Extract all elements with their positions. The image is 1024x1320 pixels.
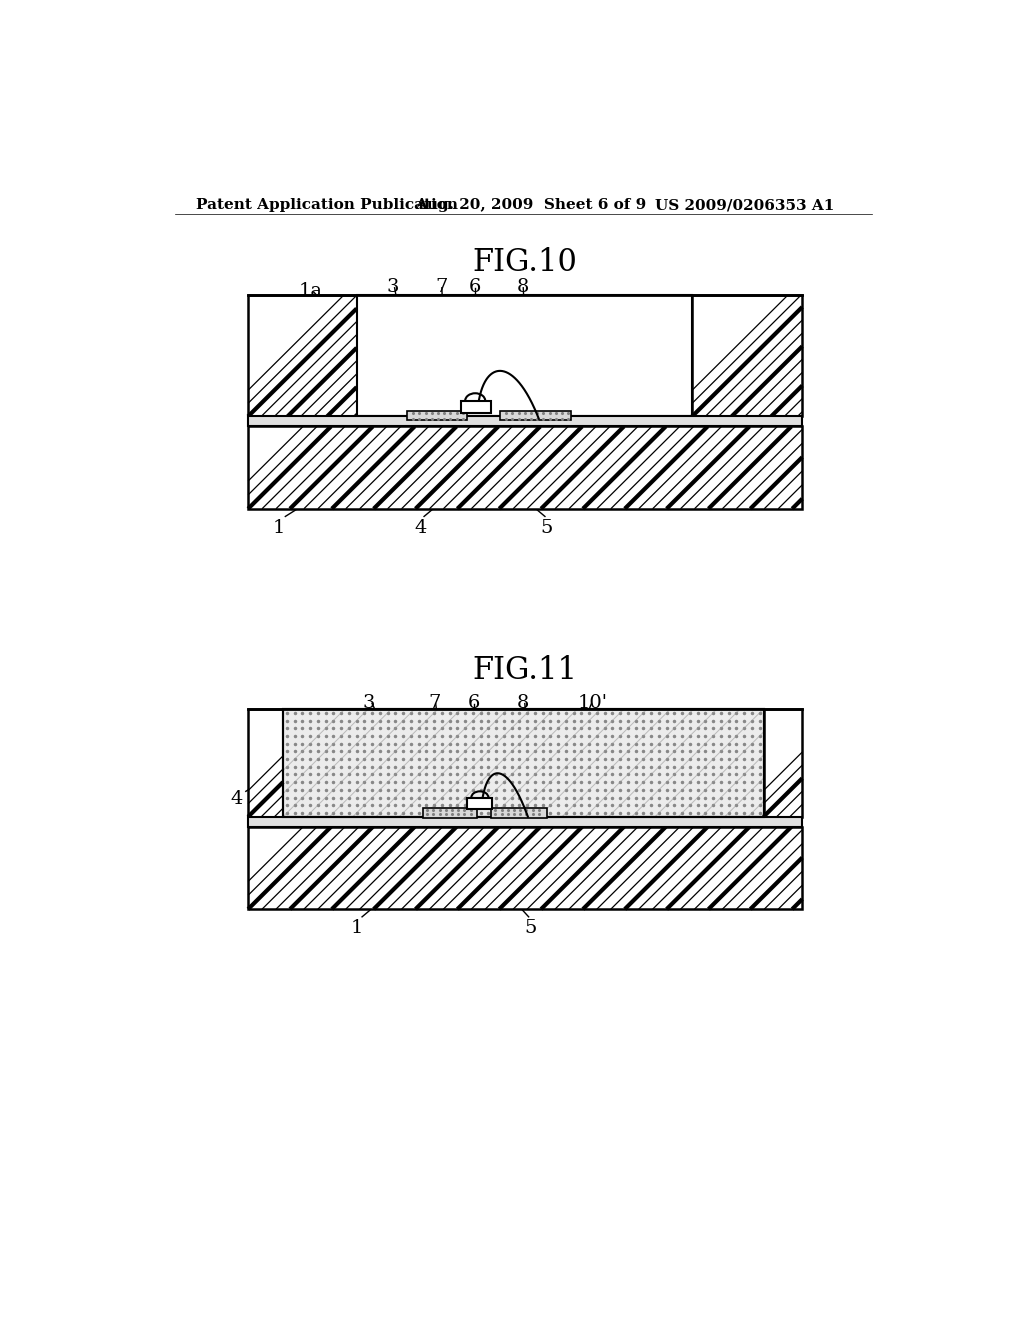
Bar bbox=[467, 797, 493, 809]
Bar bbox=[248, 709, 283, 817]
Bar bbox=[248, 416, 802, 426]
Bar bbox=[461, 401, 490, 412]
Text: 5: 5 bbox=[541, 519, 553, 537]
Text: 1a: 1a bbox=[299, 281, 323, 300]
Text: 3: 3 bbox=[362, 693, 375, 711]
Bar bbox=[283, 709, 764, 817]
Text: FIG.11: FIG.11 bbox=[472, 655, 578, 686]
Bar bbox=[407, 411, 467, 420]
Text: 8: 8 bbox=[517, 693, 529, 711]
Bar bbox=[248, 296, 356, 416]
Text: 7: 7 bbox=[435, 277, 449, 296]
Text: US 2009/0206353 A1: US 2009/0206353 A1 bbox=[655, 198, 835, 213]
Text: 1: 1 bbox=[350, 919, 362, 937]
Bar bbox=[490, 808, 547, 818]
Bar bbox=[248, 426, 802, 508]
Bar bbox=[356, 296, 692, 416]
Bar bbox=[423, 808, 477, 818]
Text: 4: 4 bbox=[230, 789, 243, 808]
Text: 8: 8 bbox=[517, 277, 529, 296]
Bar bbox=[692, 296, 802, 416]
Text: Aug. 20, 2009  Sheet 6 of 9: Aug. 20, 2009 Sheet 6 of 9 bbox=[415, 198, 646, 213]
Bar bbox=[764, 709, 802, 817]
Text: 6: 6 bbox=[468, 693, 480, 711]
Text: 5: 5 bbox=[525, 919, 538, 937]
Text: 1: 1 bbox=[273, 519, 286, 537]
Bar bbox=[248, 826, 802, 909]
Bar bbox=[248, 817, 802, 826]
Text: Patent Application Publication: Patent Application Publication bbox=[197, 198, 458, 213]
Text: 10': 10' bbox=[578, 693, 608, 711]
Text: FIG.10: FIG.10 bbox=[472, 247, 578, 279]
Text: 4: 4 bbox=[415, 519, 427, 537]
Text: 3: 3 bbox=[387, 277, 399, 296]
Bar bbox=[500, 411, 571, 420]
Text: 6: 6 bbox=[469, 277, 481, 296]
Text: 7: 7 bbox=[428, 693, 440, 711]
Bar bbox=[283, 709, 764, 817]
